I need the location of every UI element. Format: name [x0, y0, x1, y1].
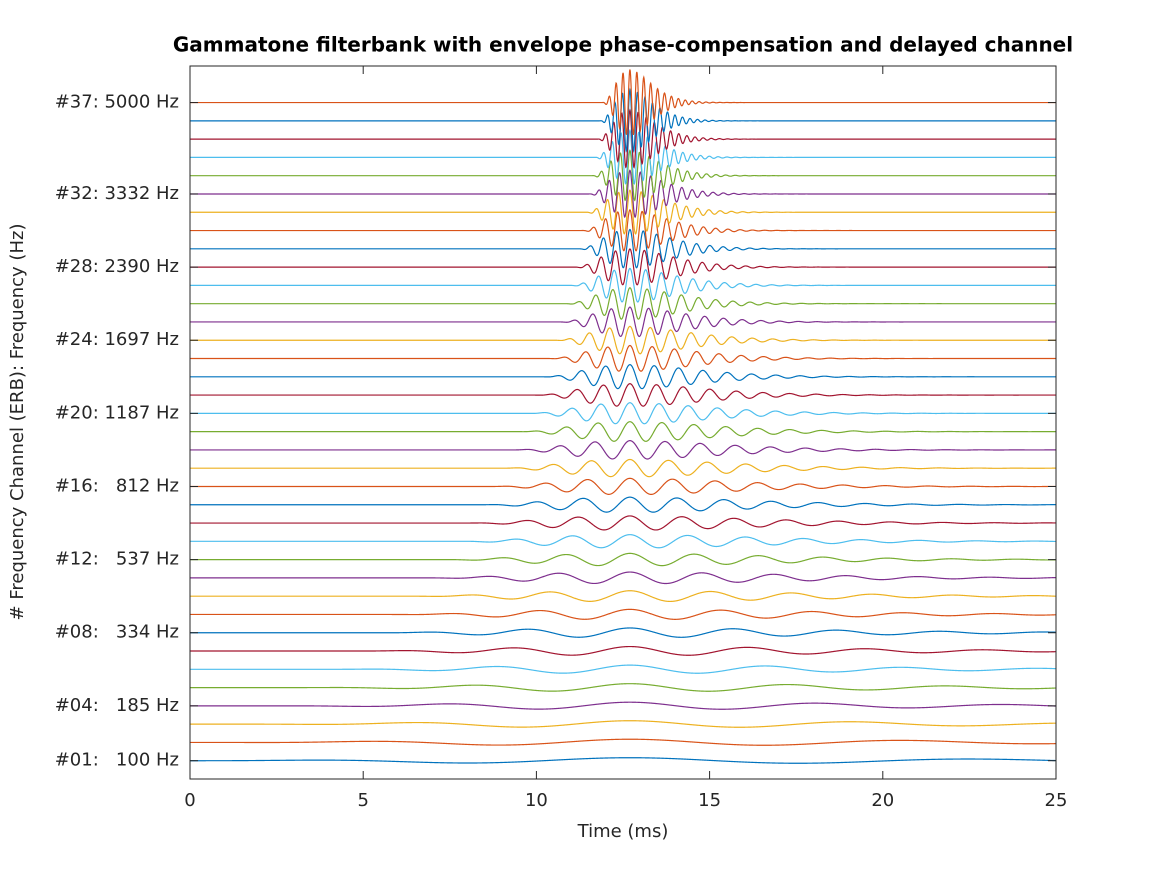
x-tick-label: 10 [525, 790, 548, 811]
channel-waveform [190, 402, 1056, 425]
channel-waveform [190, 440, 1056, 460]
channel-waveform [190, 534, 1057, 549]
y-tick-label: #12: 537 Hz [55, 549, 179, 570]
channel-waveform [190, 306, 1056, 338]
channel-waveform [190, 108, 1056, 169]
channel-waveform [190, 515, 1056, 531]
channel-waveform [190, 645, 1057, 656]
channel-waveform [190, 69, 1056, 136]
channel-waveform [190, 228, 1056, 269]
x-tick-label: 20 [871, 790, 894, 811]
x-axis-label: Time (ms) [577, 821, 669, 842]
channel-waveform [190, 209, 1056, 252]
channel-waveform [190, 720, 1057, 728]
x-tick-label: 0 [184, 790, 195, 811]
y-tick-label: #37: 5000 Hz [55, 92, 179, 113]
channel-waveform [190, 325, 1056, 355]
channel-waveform [190, 421, 1056, 442]
channel-waveform [190, 149, 1056, 202]
y-tick-label: #16: 812 Hz [55, 475, 179, 496]
channel-waveform [190, 458, 1056, 478]
channel-waveform [190, 344, 1056, 372]
channel-waveform [190, 590, 1057, 603]
y-tick-label: #28: 2390 Hz [55, 256, 179, 277]
channel-waveform [190, 571, 1057, 585]
channel-waveform [190, 128, 1056, 185]
channel-waveform [190, 627, 1057, 638]
y-tick-label: #24: 1697 Hz [55, 329, 179, 350]
y-tick-label: #01: 100 Hz [55, 750, 179, 771]
channel-waveform [190, 364, 1056, 390]
channel-waveform [190, 683, 1057, 692]
channel-waveform [190, 383, 1056, 407]
y-tick-label: #04: 185 Hz [55, 695, 179, 716]
axes-box [189, 65, 1057, 780]
channel-waveform [190, 552, 1057, 567]
channel-waveform [190, 738, 1057, 746]
channel-waveform [190, 248, 1056, 286]
y-tick-label: #08: 334 Hz [55, 622, 179, 643]
x-tick-label: 5 [357, 790, 368, 811]
channel-waveform [190, 477, 1056, 496]
channel-waveform [190, 757, 1057, 764]
channel-waveform [190, 701, 1057, 710]
x-tick-label: 25 [1045, 790, 1068, 811]
channel-waveform [190, 664, 1057, 674]
channel-waveform [190, 87, 1056, 154]
channel-waveform [190, 169, 1056, 219]
channel-waveform [190, 267, 1056, 303]
x-tick-label: 15 [698, 790, 721, 811]
channel-waveform [190, 287, 1056, 320]
channel-waveform [190, 608, 1057, 620]
y-axis-label: # Frequency Channel (ERB): Frequency (Hz… [7, 224, 28, 621]
chart-title: Gammatone filterbank with envelope phase… [173, 33, 1073, 57]
channel-waveform [190, 189, 1056, 235]
channel-waveform [190, 496, 1056, 513]
y-tick-label: #20: 1187 Hz [55, 402, 179, 423]
y-tick-label: #32: 3332 Hz [55, 183, 179, 204]
